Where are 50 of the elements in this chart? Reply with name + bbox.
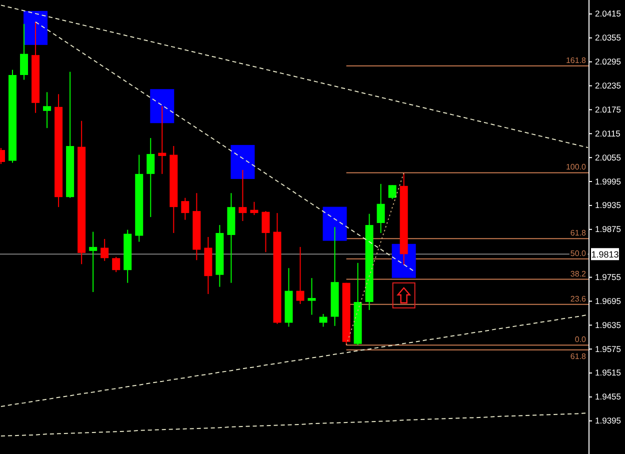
candlestick	[319, 313, 328, 328]
candlestick	[112, 256, 120, 273]
y-tick-label: 1.9395	[595, 416, 622, 426]
y-tick-label: 1.9755	[595, 272, 622, 282]
candlestick	[158, 106, 166, 174]
y-tick-label: 2.0355	[595, 32, 622, 43]
y-tick-label: 1.9455	[595, 392, 622, 402]
y-tick-label: 2.0295	[595, 56, 622, 67]
y-tick-label: 1.9875	[595, 224, 622, 234]
candlestick	[89, 231, 98, 293]
candlestick	[262, 210, 270, 253]
y-tick-label: 1.9575	[595, 344, 622, 354]
candlestick	[238, 169, 247, 222]
y-tick-label: 2.0115	[595, 128, 621, 138]
line-series	[346, 172, 404, 346]
candlestick	[181, 197, 190, 220]
candlestick	[100, 238, 109, 262]
annotation: 50.0	[570, 248, 587, 258]
y-tick-label: 1.9995	[595, 176, 622, 186]
point	[150, 89, 174, 124]
annotation: 0.0	[574, 335, 587, 344]
annotation: 23.6	[570, 294, 587, 304]
candlestick	[146, 138, 155, 218]
point	[24, 10, 48, 45]
y-tick-label: 1.9635	[595, 320, 622, 330]
ref-line-label: 1.9813	[591, 250, 619, 260]
candlestick	[376, 183, 385, 234]
y-tick-label: 2.0055	[595, 152, 622, 162]
candlestick	[20, 23, 28, 80]
annotation: 161.8	[566, 56, 587, 65]
y-tick-label: 2.0175	[595, 104, 622, 114]
point	[230, 144, 255, 179]
y-tick-label: 1.9515	[595, 368, 622, 378]
line-series	[0, 412, 588, 437]
y-tick-label: 2.0415	[595, 8, 622, 19]
candlestick	[250, 201, 258, 216]
line-series	[0, 314, 588, 408]
point	[322, 206, 347, 241]
y-tick-label: 2.0235	[595, 80, 622, 90]
candlestick	[43, 92, 52, 129]
candlestick	[388, 184, 396, 200]
y-tick-label: 1.9695	[595, 296, 622, 306]
annotation: 38.2	[570, 269, 587, 278]
annotation: 61.8	[570, 352, 587, 361]
candlestick	[308, 278, 316, 316]
candlestick	[296, 246, 304, 304]
y-tick-label: 1.9935	[595, 200, 622, 210]
annotation: 61.8	[570, 228, 587, 238]
line-series	[0, 4, 588, 148]
annotation: 100.0	[566, 162, 587, 172]
